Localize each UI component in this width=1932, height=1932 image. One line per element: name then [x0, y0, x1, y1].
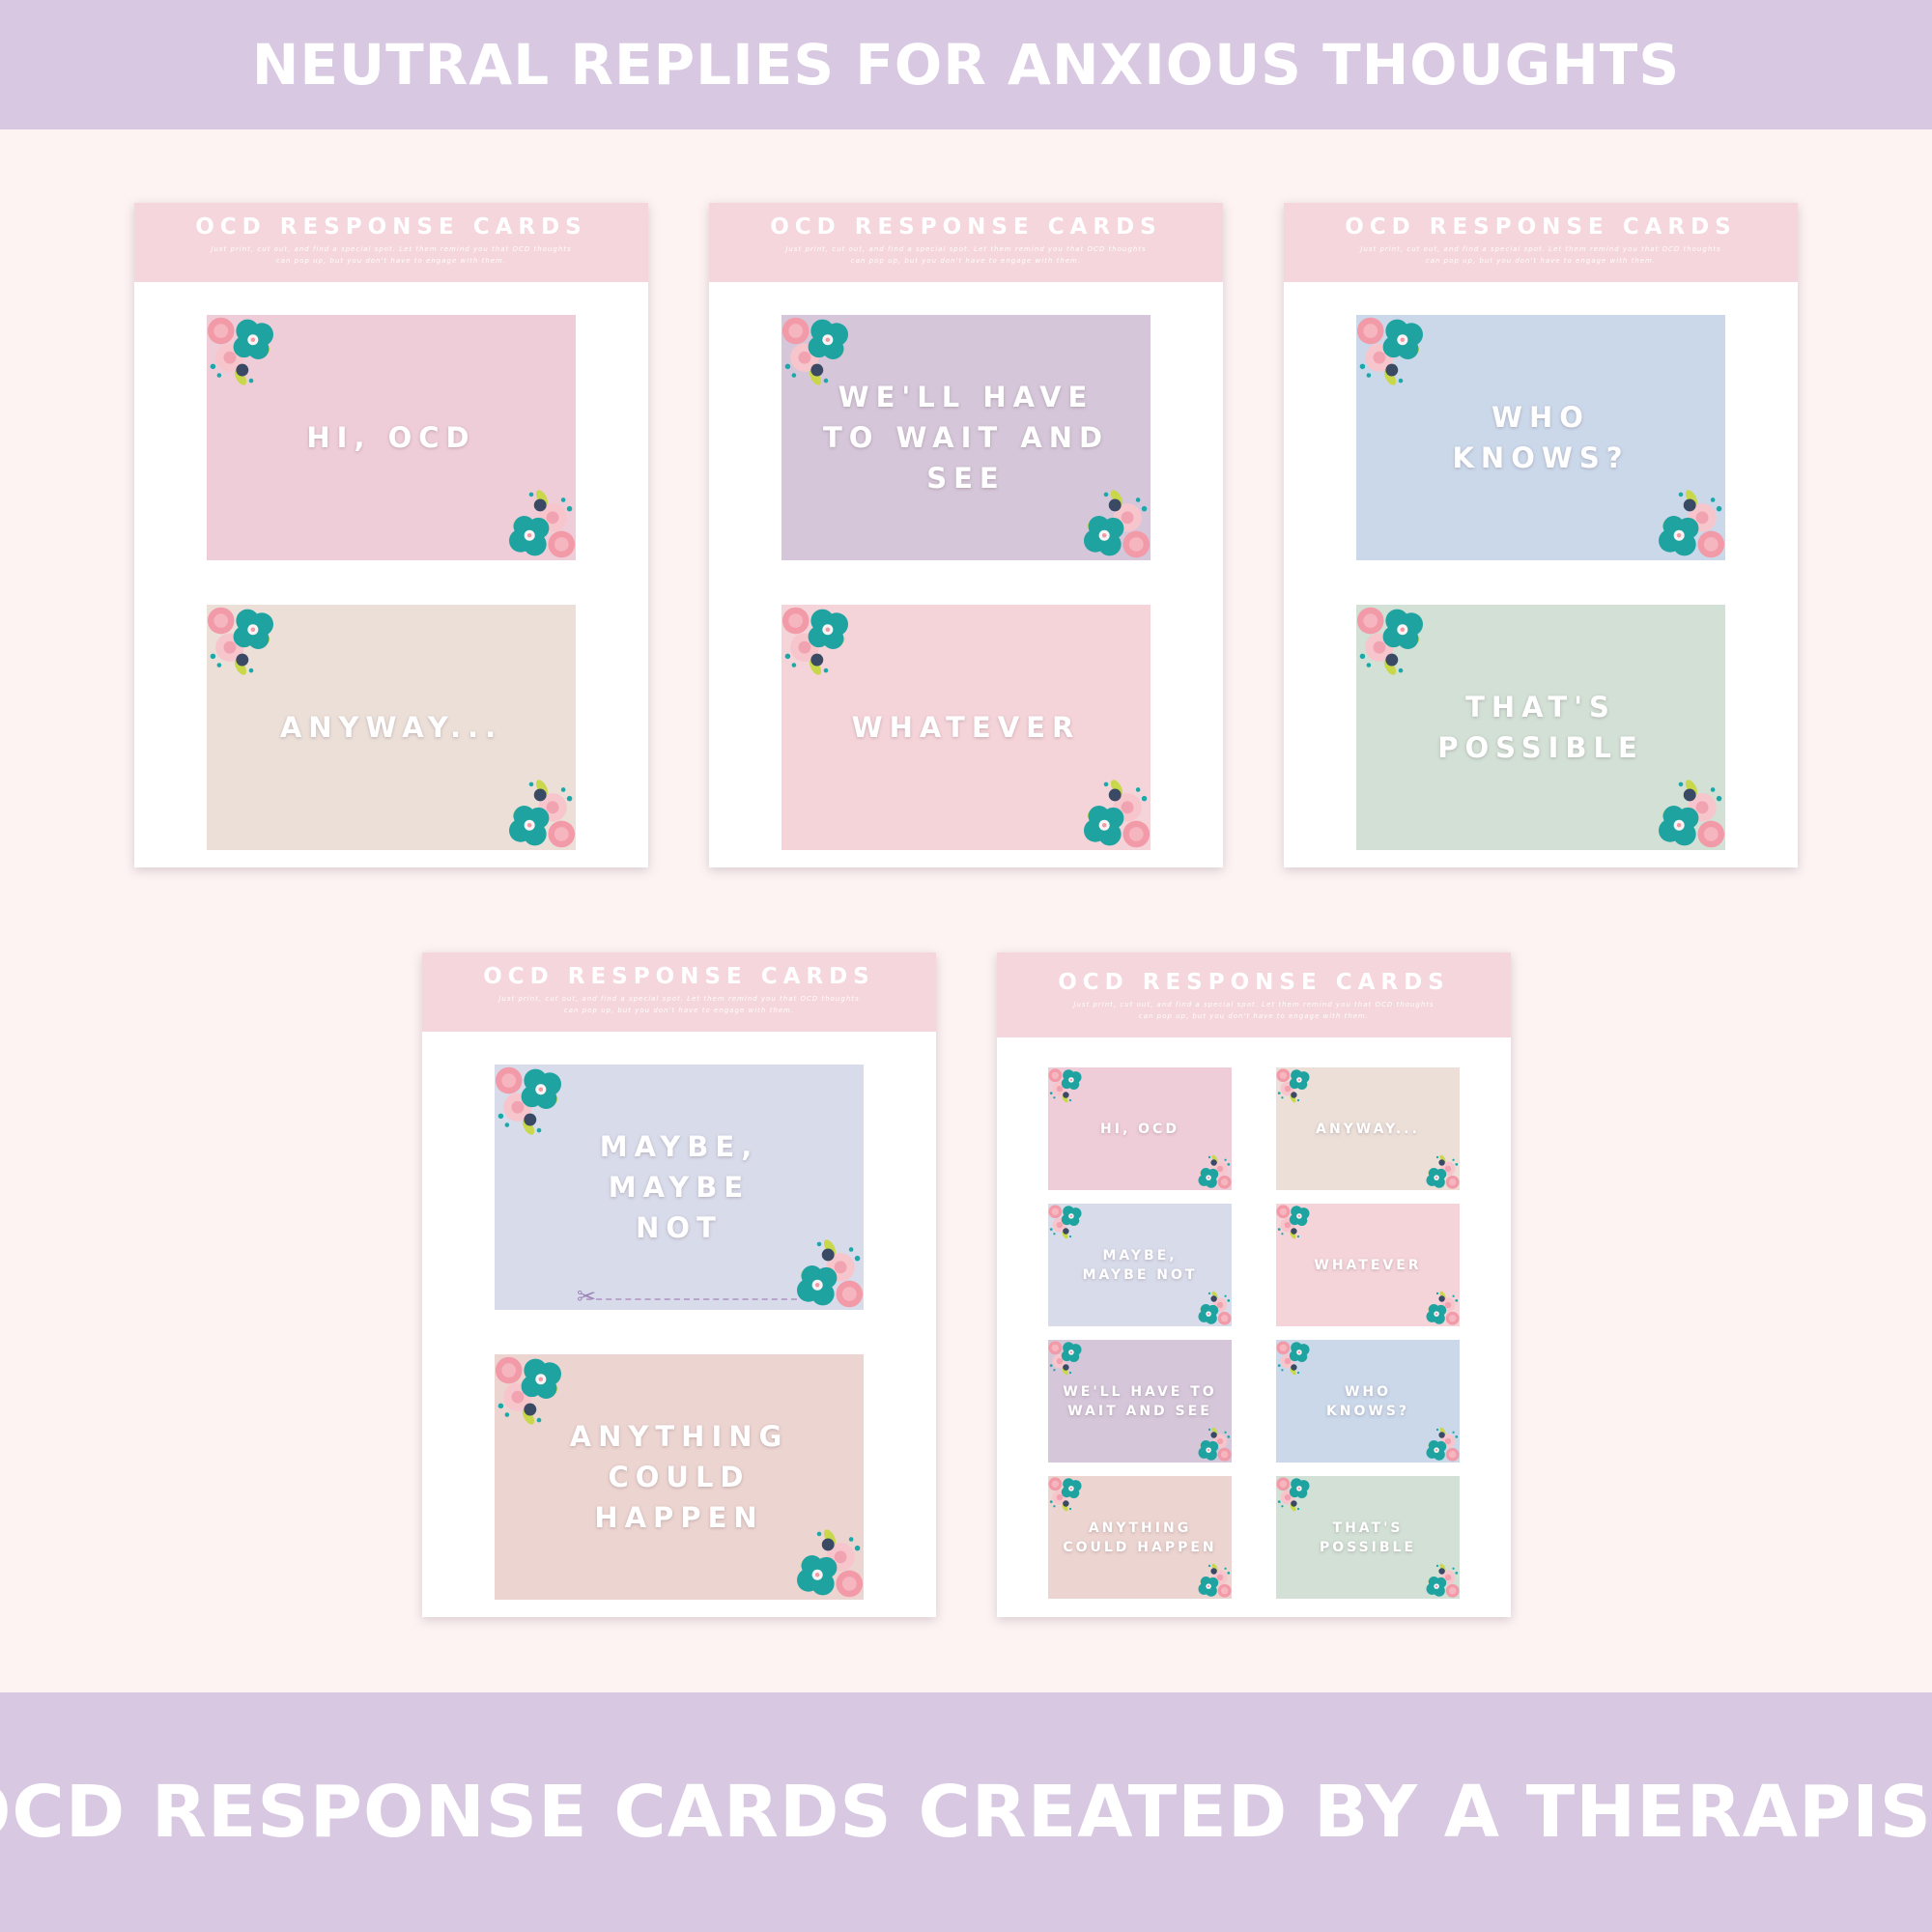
bottom-banner-text: OCD RESPONSE CARDS CREATED BY A THERAPIS… [0, 1771, 1932, 1854]
flower-cluster-icon [1062, 757, 1151, 850]
response-card-maybe: MAYBE, MAYBE NOT [495, 1065, 864, 1310]
flower-cluster-icon [1048, 1476, 1093, 1524]
card-text: THAT'S POSSIBLE [1319, 1520, 1417, 1555]
flower-cluster-icon [1415, 1414, 1460, 1463]
scissors-icon: ✂ [577, 1283, 597, 1310]
top-banner: NEUTRAL REPLIES FOR ANXIOUS THOUGHTS [0, 0, 1932, 129]
card-text: MAYBE, MAYBE NOT [599, 1130, 759, 1244]
card-text: WHATEVER [1314, 1257, 1422, 1273]
card-text: THAT'S POSSIBLE [1437, 691, 1644, 764]
flower-cluster-icon [495, 1354, 583, 1447]
flower-cluster-icon [1276, 1067, 1321, 1116]
response-card-whatever: WHATEVER [781, 605, 1151, 850]
flower-cluster-icon [1276, 1204, 1321, 1252]
card-text: HI, OCD [1100, 1121, 1179, 1137]
card-text: ANYWAY... [1316, 1121, 1420, 1137]
card-text: HI, OCD [306, 421, 476, 454]
sheet-header: OCD RESPONSE CARDS Just print, cut out, … [1284, 203, 1798, 282]
card-text: WE'LL HAVE TO WAIT AND SEE [822, 381, 1110, 495]
flower-cluster-icon [1187, 1142, 1232, 1190]
sheet-title: OCD RESPONSE CARDS [195, 214, 587, 240]
top-banner-text: NEUTRAL REPLIES FOR ANXIOUS THOUGHTS [251, 32, 1681, 98]
response-card-wait-and-see: WE'LL HAVE TO WAIT AND SEE [781, 315, 1151, 560]
sheet-subtitle: Just print, cut out, and find a special … [1073, 1001, 1435, 1020]
card-text: WHO KNOWS? [1325, 1383, 1410, 1419]
flower-cluster-icon [775, 1217, 864, 1310]
flower-cluster-icon [1356, 605, 1445, 697]
flower-cluster-icon [207, 605, 296, 697]
flower-cluster-icon [1415, 1550, 1460, 1599]
flower-cluster-icon [1636, 757, 1725, 850]
flower-cluster-icon [1276, 1340, 1321, 1388]
flower-cluster-icon [1415, 1278, 1460, 1326]
card-text: ANYTHING COULD HAPPEN [569, 1420, 789, 1534]
flower-cluster-icon [1356, 315, 1445, 408]
sheet-3: OCD RESPONSE CARDS Just print, cut out, … [1284, 203, 1798, 867]
sheet-title: OCD RESPONSE CARDS [1345, 214, 1737, 240]
flower-cluster-icon [1187, 1414, 1232, 1463]
flower-cluster-icon [1062, 468, 1151, 560]
card-text: WHO KNOWS? [1452, 401, 1630, 474]
flower-cluster-icon [487, 757, 576, 850]
sheet-header: OCD RESPONSE CARDS Just print, cut out, … [134, 203, 648, 282]
card-text: ANYWAY... [279, 711, 503, 744]
sheet-subtitle: Just print, cut out, and find a special … [498, 995, 860, 1014]
card-text: ANYTHING COULD HAPPEN [1063, 1520, 1217, 1555]
response-card-hi-ocd: HI, OCD [207, 315, 576, 560]
sheet-subtitle: Just print, cut out, and find a special … [785, 245, 1147, 265]
flower-cluster-icon [1048, 1067, 1093, 1116]
response-card-thats-possible: THAT'S POSSIBLE [1356, 605, 1725, 850]
card-text: MAYBE, MAYBE NOT [1082, 1247, 1198, 1283]
sheet-5-overview: OCD RESPONSE CARDS Just print, cut out, … [997, 952, 1511, 1617]
sheet-header: OCD RESPONSE CARDS Just print, cut out, … [422, 952, 936, 1032]
flower-cluster-icon [495, 1065, 583, 1157]
flower-cluster-icon [207, 315, 296, 408]
card-text: WE'LL HAVE TO WAIT AND SEE [1063, 1383, 1217, 1419]
cut-line [586, 1298, 797, 1300]
sheet-2: OCD RESPONSE CARDS Just print, cut out, … [709, 203, 1223, 867]
flower-cluster-icon [781, 605, 870, 697]
flower-cluster-icon [1636, 468, 1725, 560]
flower-cluster-icon [1415, 1142, 1460, 1190]
bottom-banner: OCD RESPONSE CARDS CREATED BY A THERAPIS… [0, 1692, 1932, 1932]
response-card-anything: ANYTHING COULD HAPPEN [495, 1354, 864, 1600]
flower-cluster-icon [781, 315, 870, 408]
sheet-1: OCD RESPONSE CARDS Just print, cut out, … [134, 203, 648, 867]
mini-card-whatever: WHATEVER [1276, 1204, 1460, 1326]
sheet-title: OCD RESPONSE CARDS [770, 214, 1162, 240]
mini-card-maybe: MAYBE, MAYBE NOT [1048, 1204, 1232, 1326]
mini-card-anything: ANYTHING COULD HAPPEN [1048, 1476, 1232, 1599]
sheet-subtitle: Just print, cut out, and find a special … [211, 245, 572, 265]
flower-cluster-icon [1187, 1550, 1232, 1599]
mini-card-who-knows: WHO KNOWS? [1276, 1340, 1460, 1463]
flower-cluster-icon [1048, 1204, 1093, 1252]
sheet-header: OCD RESPONSE CARDS Just print, cut out, … [997, 952, 1511, 1037]
sheet-4: OCD RESPONSE CARDS Just print, cut out, … [422, 952, 936, 1617]
mini-card-thats-possible: THAT'S POSSIBLE [1276, 1476, 1460, 1599]
sheet-subtitle: Just print, cut out, and find a special … [1360, 245, 1721, 265]
response-card-anyway: ANYWAY... [207, 605, 576, 850]
mini-card-anyway: ANYWAY... [1276, 1067, 1460, 1190]
sheet-title: OCD RESPONSE CARDS [483, 964, 875, 989]
response-card-who-knows: WHO KNOWS? [1356, 315, 1725, 560]
mini-card-hi-ocd: HI, OCD [1048, 1067, 1232, 1190]
flower-cluster-icon [1276, 1476, 1321, 1524]
card-text: WHATEVER [851, 711, 1081, 744]
flower-cluster-icon [1187, 1278, 1232, 1326]
sheet-header: OCD RESPONSE CARDS Just print, cut out, … [709, 203, 1223, 282]
flower-cluster-icon [1048, 1340, 1093, 1388]
flower-cluster-icon [775, 1507, 864, 1600]
sheet-title: OCD RESPONSE CARDS [1058, 970, 1450, 995]
flower-cluster-icon [487, 468, 576, 560]
mini-card-wait-and-see: WE'LL HAVE TO WAIT AND SEE [1048, 1340, 1232, 1463]
